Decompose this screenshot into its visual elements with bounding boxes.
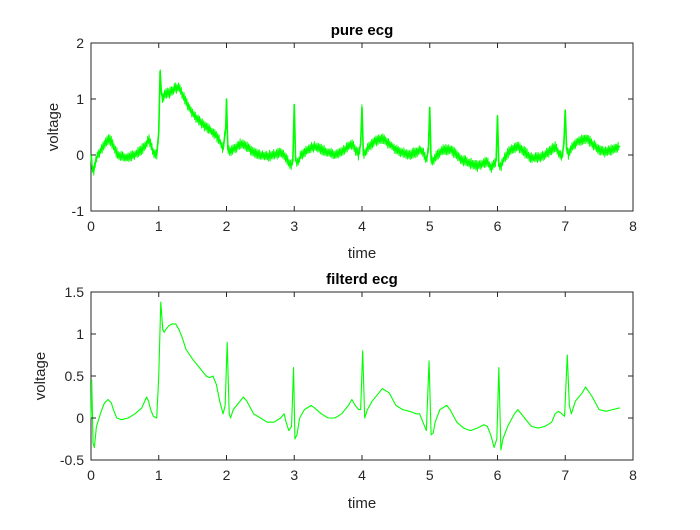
series-layer-top xyxy=(90,69,621,176)
chart-title-bottom: filterd ecg xyxy=(326,271,398,288)
series-line xyxy=(90,70,621,173)
y-tick-label: 0.5 xyxy=(65,368,85,384)
y-ticks-bottom: -0.5 0 0.5 1 1.5 xyxy=(60,284,633,468)
x-tick-label: 7 xyxy=(561,218,569,234)
y-axis-label-bottom: voltage xyxy=(32,352,49,400)
y-ticks-top: -1 0 1 2 xyxy=(72,35,633,219)
x-axis-label-bottom: time xyxy=(348,495,376,512)
series-line xyxy=(90,301,620,451)
y-tick-label: 0 xyxy=(76,410,84,426)
y-tick-label: 1.5 xyxy=(65,284,85,300)
series-layer-bottom xyxy=(90,301,620,451)
x-tick-label: 0 xyxy=(87,467,95,483)
x-ticks-top: 0 1 2 3 4 5 6 7 8 xyxy=(87,43,637,234)
x-tick-label: 5 xyxy=(426,218,434,234)
x-tick-label: 1 xyxy=(155,467,163,483)
x-tick-label: 2 xyxy=(223,467,231,483)
y-tick-label: 1 xyxy=(76,326,84,342)
x-tick-label: 2 xyxy=(223,218,231,234)
x-tick-label: 6 xyxy=(494,467,502,483)
y-tick-label: 0 xyxy=(76,147,84,163)
y-tick-label: 2 xyxy=(76,35,84,51)
x-tick-label: 1 xyxy=(155,218,163,234)
x-tick-label: 6 xyxy=(494,218,502,234)
x-tick-label: 0 xyxy=(87,218,95,234)
x-tick-label: 8 xyxy=(629,467,637,483)
x-tick-label: 4 xyxy=(358,218,366,234)
x-ticks-bottom: 0 1 2 3 4 5 6 7 8 xyxy=(87,292,637,483)
x-tick-label: 5 xyxy=(426,467,434,483)
x-tick-label: 4 xyxy=(358,467,366,483)
y-tick-label: -0.5 xyxy=(60,452,84,468)
x-tick-label: 8 xyxy=(629,218,637,234)
x-tick-label: 3 xyxy=(290,218,298,234)
y-tick-label: -1 xyxy=(72,203,85,219)
y-tick-label: 1 xyxy=(76,91,84,107)
x-tick-label: 7 xyxy=(561,467,569,483)
x-axis-label-top: time xyxy=(348,245,376,262)
chart-title-top: pure ecg xyxy=(331,22,394,39)
x-tick-label: 3 xyxy=(290,467,298,483)
y-axis-label-top: voltage xyxy=(45,103,62,151)
